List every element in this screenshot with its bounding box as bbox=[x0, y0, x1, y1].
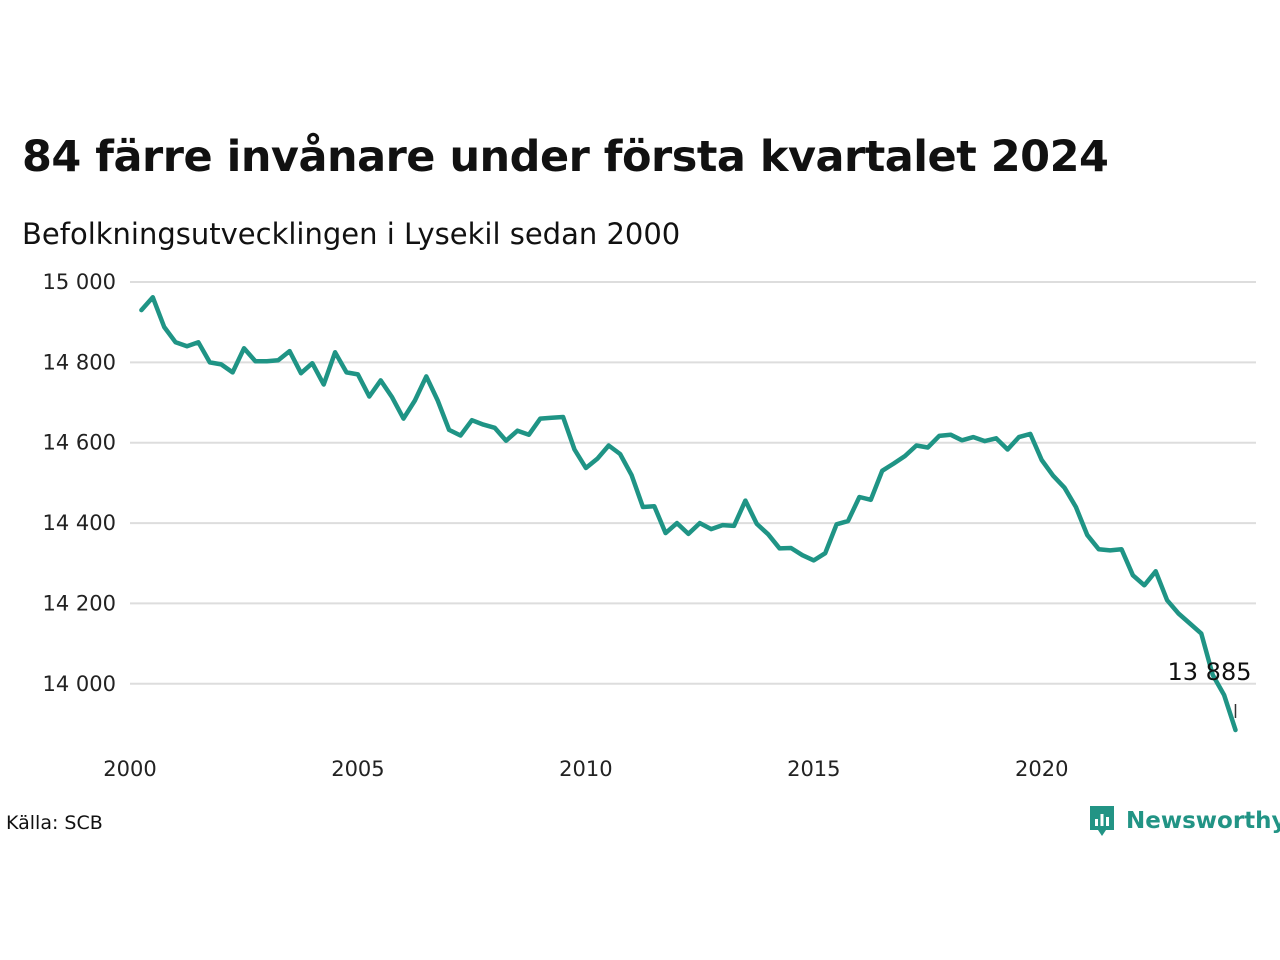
x-tick-label: 2015 bbox=[787, 757, 840, 781]
y-tick-label: 14 600 bbox=[43, 431, 116, 455]
end-annotation: 13 885 bbox=[1168, 658, 1252, 718]
y-tick-label: 14 400 bbox=[43, 511, 116, 535]
y-tick-label: 15 000 bbox=[43, 270, 116, 294]
brand-name: Newsworthy bbox=[1126, 808, 1280, 834]
gridlines bbox=[130, 281, 1256, 685]
chart-subtitle: Befolkningsutvecklingen i Lysekil sedan … bbox=[22, 217, 681, 251]
source-note: Källa: SCB bbox=[6, 812, 103, 834]
chart-title: 84 färre invånare under första kvartalet… bbox=[22, 132, 1109, 182]
x-tick-label: 2020 bbox=[1015, 757, 1068, 781]
y-axis-ticks: 14 000 14 200 14 400 14 600 14 800 15 000 bbox=[43, 270, 116, 696]
end-value-label: 13 885 bbox=[1168, 658, 1252, 686]
x-tick-label: 2010 bbox=[559, 757, 612, 781]
newsworthy-logo-icon bbox=[1090, 806, 1114, 836]
x-axis-ticks: 2000 2005 2010 2015 2020 bbox=[103, 757, 1068, 781]
x-tick-label: 2000 bbox=[103, 757, 156, 781]
line-chart: 14 000 14 200 14 400 14 600 14 800 15 000 200… bbox=[43, 270, 1256, 781]
series-line bbox=[139, 295, 1238, 733]
brand-logo: Newsworthy bbox=[1088, 804, 1280, 838]
x-tick-label: 2005 bbox=[331, 757, 384, 781]
y-tick-label: 14 800 bbox=[43, 350, 116, 374]
y-tick-label: 14 200 bbox=[43, 591, 116, 615]
series-group bbox=[139, 295, 1238, 733]
y-tick-label: 14 000 bbox=[43, 672, 116, 696]
